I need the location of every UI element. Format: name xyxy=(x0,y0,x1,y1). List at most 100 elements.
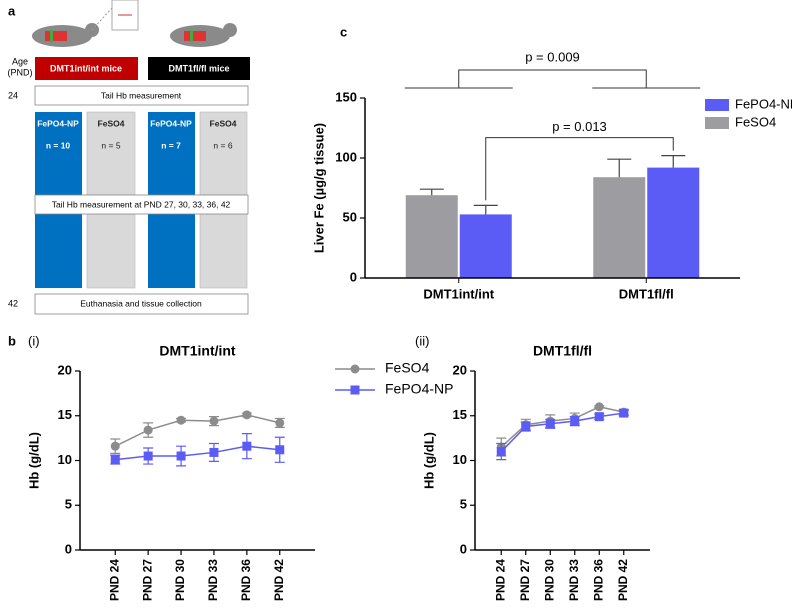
y-axis-label: Hb (g/dL) xyxy=(26,432,41,489)
group-box xyxy=(148,57,250,80)
point xyxy=(496,447,506,457)
arm-n: n = 6 xyxy=(213,140,232,150)
series-line xyxy=(114,414,280,447)
annotation: p = 0.013 xyxy=(552,119,607,134)
arm-treatment: FeSO4 xyxy=(98,118,125,128)
y-tick-label: 100 xyxy=(335,149,357,164)
y-tick-label: 5 xyxy=(65,497,72,512)
arm-n: n = 10 xyxy=(46,140,71,150)
point xyxy=(209,416,219,426)
point xyxy=(209,447,219,457)
bar xyxy=(405,195,458,278)
point xyxy=(143,425,153,435)
point xyxy=(545,419,555,429)
y-tick-label: 10 xyxy=(453,452,467,467)
step-box xyxy=(34,194,249,215)
arm-n: n = 5 xyxy=(101,140,120,150)
age-value: 24 xyxy=(8,90,18,100)
group-box xyxy=(35,57,138,80)
error-bar xyxy=(607,158,632,178)
legend-label: FeSO4 xyxy=(735,114,776,129)
x-tick-label: PND 30 xyxy=(542,559,556,601)
group-label: DMT1int/int mice xyxy=(50,63,122,73)
point xyxy=(242,441,252,451)
legend-marker xyxy=(350,385,360,395)
group-label: DMT1fl/fl mice xyxy=(168,63,229,73)
bracket xyxy=(404,69,701,89)
bar xyxy=(647,167,700,278)
error-bar xyxy=(419,188,444,196)
point xyxy=(594,412,604,422)
step-box xyxy=(34,85,249,106)
x-tick-label: PND 27 xyxy=(140,559,154,601)
step-label: Tail Hb measurement xyxy=(101,90,182,100)
error-bar xyxy=(661,155,686,168)
panel-label: b xyxy=(8,333,16,348)
point xyxy=(619,408,629,418)
series-line xyxy=(500,412,624,453)
bracket xyxy=(485,137,674,201)
y-tick-label: 15 xyxy=(453,407,467,422)
chart-title: DMT1fl/fl xyxy=(533,343,592,359)
legend-marker xyxy=(350,364,360,374)
y-tick-label: 0 xyxy=(350,269,357,284)
x-tick-label: PND 33 xyxy=(206,559,220,601)
y-tick-label: 0 xyxy=(65,541,72,556)
chart-title: DMT1int/int xyxy=(159,343,236,359)
point xyxy=(143,451,153,461)
x-tick-label: PND 36 xyxy=(591,559,605,601)
error-bar xyxy=(473,204,498,215)
point xyxy=(176,415,186,425)
panel-label: (i) xyxy=(28,333,40,348)
x-tick-label: PND 36 xyxy=(239,559,253,601)
series-line xyxy=(115,445,280,461)
arm-treatment: FePO4-NP xyxy=(150,118,192,128)
x-tick-label: DMT1fl/fl xyxy=(619,286,674,301)
y-tick-label: 10 xyxy=(58,452,72,467)
step-label: Tail Hb measurement at PND 27, 30, 33, 3… xyxy=(52,199,231,209)
arm-treatment: FePO4-NP xyxy=(37,118,79,128)
y-tick-label: 50 xyxy=(343,209,357,224)
legend-label: FeSO4 xyxy=(385,360,430,376)
y-tick-label: 20 xyxy=(453,362,467,377)
x-tick-label: PND 30 xyxy=(173,559,187,601)
x-tick-label: PND 33 xyxy=(567,559,581,601)
legend-swatch xyxy=(705,117,729,129)
legend-label: FePO4-NP xyxy=(735,96,792,111)
x-tick-label: PND 42 xyxy=(616,559,630,601)
y-tick-label: 0 xyxy=(460,541,467,556)
age-label: (PND) xyxy=(8,67,33,77)
point xyxy=(521,421,531,431)
point xyxy=(594,402,604,412)
x-tick-label: PND 42 xyxy=(272,559,286,601)
age-value: 42 xyxy=(8,298,18,308)
point xyxy=(110,455,120,465)
point xyxy=(275,418,285,428)
legend-swatch xyxy=(705,99,729,111)
point xyxy=(176,451,186,461)
y-tick-label: 20 xyxy=(58,362,72,377)
panel-label: c xyxy=(340,24,347,39)
age-label: Age xyxy=(12,56,28,66)
legend-label: FePO4-NP xyxy=(385,381,453,397)
panel-label: a xyxy=(8,3,16,18)
x-tick-label: PND 24 xyxy=(107,559,121,601)
mouse-icon xyxy=(32,0,139,47)
step-box xyxy=(34,293,249,315)
y-tick-label: 15 xyxy=(58,407,72,422)
point xyxy=(570,416,580,426)
panel-label: (ii) xyxy=(415,333,429,348)
point xyxy=(275,445,285,455)
bar xyxy=(459,214,512,278)
step-label: Euthanasia and tissue collection xyxy=(80,298,202,308)
series-line xyxy=(500,406,624,448)
point xyxy=(242,410,252,420)
y-tick-label: 5 xyxy=(460,497,467,512)
mouse-icon xyxy=(170,23,237,47)
x-tick-label: PND 24 xyxy=(493,559,507,601)
arm-n: n = 7 xyxy=(161,140,181,150)
y-tick-label: 150 xyxy=(335,89,357,104)
y-axis-label: Hb (g/dL) xyxy=(421,432,436,489)
y-axis-label: Liver Fe (µg/g tissue) xyxy=(311,123,326,253)
